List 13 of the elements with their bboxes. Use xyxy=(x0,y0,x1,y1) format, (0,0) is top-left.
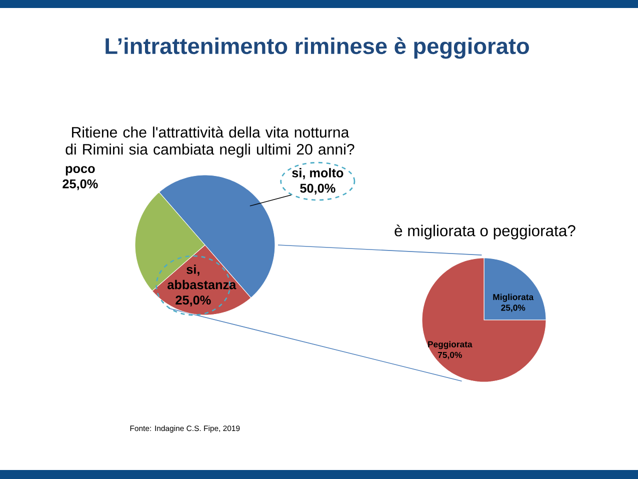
data-label: 25,0% xyxy=(176,296,211,306)
chart-title: è migliorata o peggiorata? xyxy=(394,224,576,240)
chart-title: L’intrattenimento riminese è peggiorato xyxy=(106,37,529,59)
data-label: 25,0% xyxy=(501,304,526,312)
data-label: 75,0% xyxy=(438,352,462,360)
slice-label: poco xyxy=(66,166,95,176)
slice-label: si, molto xyxy=(292,168,344,180)
data-label: 25,0% xyxy=(62,179,98,190)
data-label: 50,0% xyxy=(300,184,336,195)
slice-label: si, abbastanza xyxy=(168,264,236,290)
chart-subtitle: Ritiene che l'attrattività della vita notturna di Rimini sia cambiata negli ultimi 20 anni? xyxy=(66,126,354,158)
slice-label: Peggiorata xyxy=(428,340,472,350)
slice-label: Migliorata xyxy=(493,294,534,302)
